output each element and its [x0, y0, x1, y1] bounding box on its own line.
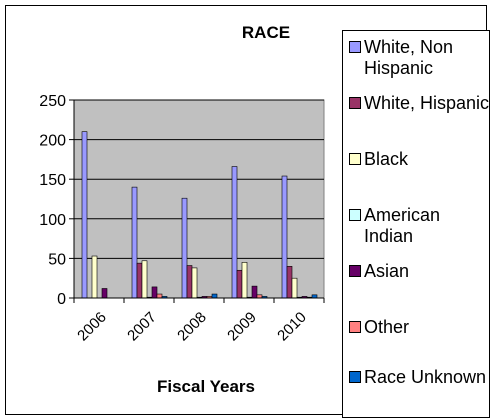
legend-label: Race Unknown [364, 367, 487, 387]
bar [281, 175, 288, 299]
bar [101, 288, 108, 299]
chart-title: RACE [242, 23, 290, 42]
bar [141, 260, 148, 299]
legend-swatch [349, 321, 361, 333]
legend-label: Other [364, 317, 410, 337]
y-tick-label: 150 [39, 172, 66, 189]
x-tick-label: 2009 [224, 309, 260, 345]
bar [151, 286, 158, 299]
x-tick-label: 2008 [174, 309, 210, 345]
legend-label: American Indian [364, 205, 441, 246]
legend-swatch [349, 97, 361, 109]
bar [136, 262, 143, 299]
legend-swatch [349, 209, 361, 221]
bar [181, 197, 188, 299]
legend-swatch [349, 41, 361, 53]
bars [81, 131, 318, 299]
legend-swatch [349, 371, 361, 383]
legend-label: Asian [364, 261, 410, 281]
y-tick-label: 100 [39, 212, 66, 229]
y-tick-label: 250 [39, 93, 66, 110]
bar [81, 131, 88, 299]
bar [231, 166, 238, 299]
bar [91, 255, 98, 299]
x-tick-label: 2010 [274, 309, 310, 345]
legend-label: Black [364, 149, 409, 169]
bar [241, 262, 248, 299]
x-tick-label: 2006 [74, 309, 110, 345]
legend-label: White, Hispanic [364, 93, 490, 113]
bar [191, 267, 198, 299]
x-axis: 2006 2007 2008 2009 2010 [73, 297, 325, 345]
y-tick-label: 0 [57, 291, 66, 308]
y-tick-label: 200 [39, 133, 66, 150]
bar [156, 293, 163, 299]
bar [186, 265, 193, 299]
y-tick-label: 50 [48, 251, 66, 268]
legend-swatch [349, 153, 361, 165]
x-axis-label: Fiscal Years [157, 377, 255, 396]
x-tick-label: 2007 [124, 309, 160, 345]
bar [291, 277, 298, 299]
bar [131, 186, 138, 299]
bar [211, 293, 218, 299]
legend-swatch [349, 265, 361, 277]
bar [251, 285, 258, 299]
legend-label: White, Non Hispanic [364, 37, 454, 78]
legend: White, Non Hispanic White, Hispanic Black A… [342, 30, 490, 418]
y-axis: 0 50 100 150 200 250 [39, 93, 75, 308]
bar [286, 266, 293, 299]
bar [236, 269, 243, 299]
